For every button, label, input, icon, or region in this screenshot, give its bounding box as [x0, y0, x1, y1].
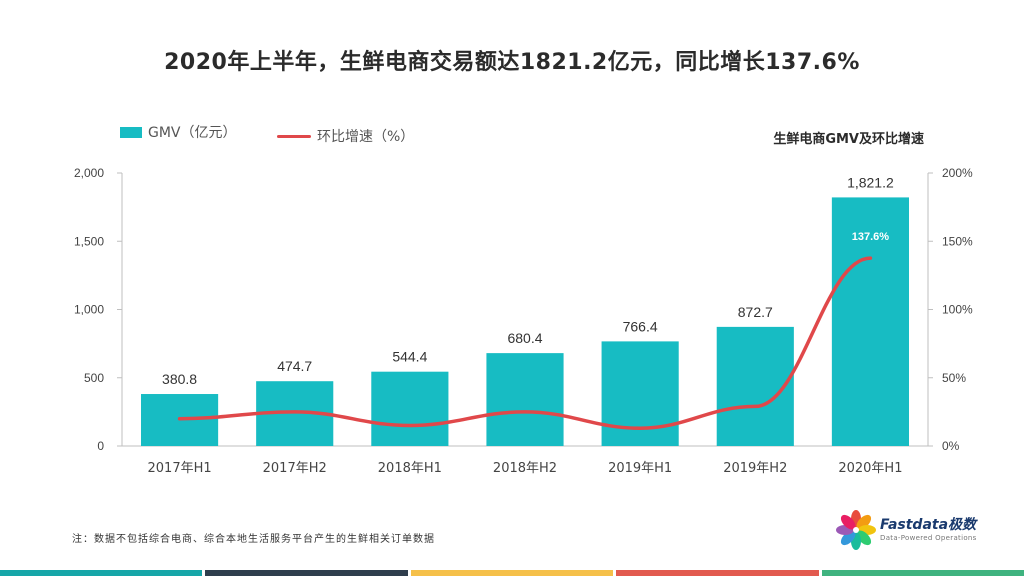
legend: GMV（亿元） 环比增速（%）	[120, 122, 450, 146]
y-left-tick-label: 2,000	[74, 166, 104, 180]
legend-line-swatch	[276, 134, 311, 138]
bar-value-label: 1,821.2	[847, 174, 894, 190]
y-right-tick-label: 150%	[942, 234, 973, 248]
bar-value-label: 680.4	[507, 330, 542, 346]
bar-value-label: 872.7	[738, 304, 773, 320]
chart-title: 2020年上半年，生鲜电商交易额达1821.2亿元，同比增长137.6%	[164, 50, 860, 75]
bottom-stripe	[616, 570, 819, 576]
bar-gmv	[716, 326, 794, 446]
growth-value-label: 137.6%	[852, 231, 890, 243]
bottom-stripe	[0, 570, 203, 576]
bar-value-label: 766.4	[623, 318, 658, 334]
flower-logo-icon	[836, 510, 876, 550]
y-left-tick-label: 1,500	[74, 234, 104, 248]
x-tick-label: 2017年H1	[148, 461, 212, 476]
y-right-tick-label: 200%	[942, 166, 973, 180]
y-left-tick-label: 0	[97, 439, 104, 453]
growth-point	[868, 256, 872, 260]
y-right-tick-label: 50%	[942, 371, 966, 385]
growth-point	[408, 424, 412, 428]
bar-gmv	[486, 353, 564, 446]
footnote: 注：数据不包括综合电商、综合本地生活服务平台产生的生鲜相关订单数据	[72, 534, 435, 545]
legend-item-growth: 环比增速（%）	[276, 126, 415, 146]
legend-label-growth: 环比增速（%）	[316, 129, 415, 145]
x-tick-label: 2019年H1	[608, 461, 672, 476]
x-tick-label: 2018年H1	[378, 461, 442, 476]
bar-value-label: 544.4	[392, 349, 427, 365]
growth-point	[293, 410, 297, 414]
bottom-stripe	[821, 570, 1024, 576]
bar-gmv	[601, 341, 679, 446]
brand-logo: Fastdata极数 Data-Powered Operations	[836, 508, 996, 552]
growth-point	[178, 417, 182, 421]
x-tick-label: 2018年H2	[493, 461, 557, 476]
y-left-tick-label: 1,000	[74, 303, 104, 317]
y-right-tick-label: 100%	[942, 303, 973, 317]
bottom-stripe	[410, 570, 614, 576]
x-tick-label: 2017年H2	[263, 461, 327, 476]
bottom-stripes	[0, 570, 1024, 576]
bar-value-label: 474.7	[277, 358, 312, 374]
legend-label-gmv: GMV（亿元）	[148, 125, 237, 141]
growth-point	[638, 426, 642, 430]
y-right-tick-label: 0%	[942, 439, 960, 453]
bar-gmv	[371, 371, 449, 446]
legend-bar-swatch	[120, 126, 142, 138]
bar-value-label: 380.8	[162, 371, 197, 387]
x-tick-label: 2020年H1	[838, 461, 902, 476]
growth-point	[523, 410, 527, 414]
bar-gmv	[831, 197, 910, 446]
growth-point	[753, 404, 757, 408]
y-left-tick-label: 500	[84, 371, 104, 385]
chart-subtitle: 生鲜电商GMV及环比增速	[773, 132, 924, 147]
x-tick-label: 2019年H2	[723, 461, 787, 476]
legend-item-gmv: GMV（亿元）	[120, 122, 237, 142]
logo-tagline: Data-Powered Operations	[880, 534, 977, 542]
bottom-stripe	[205, 570, 408, 576]
logo-name: Fastdata极数	[880, 517, 977, 533]
